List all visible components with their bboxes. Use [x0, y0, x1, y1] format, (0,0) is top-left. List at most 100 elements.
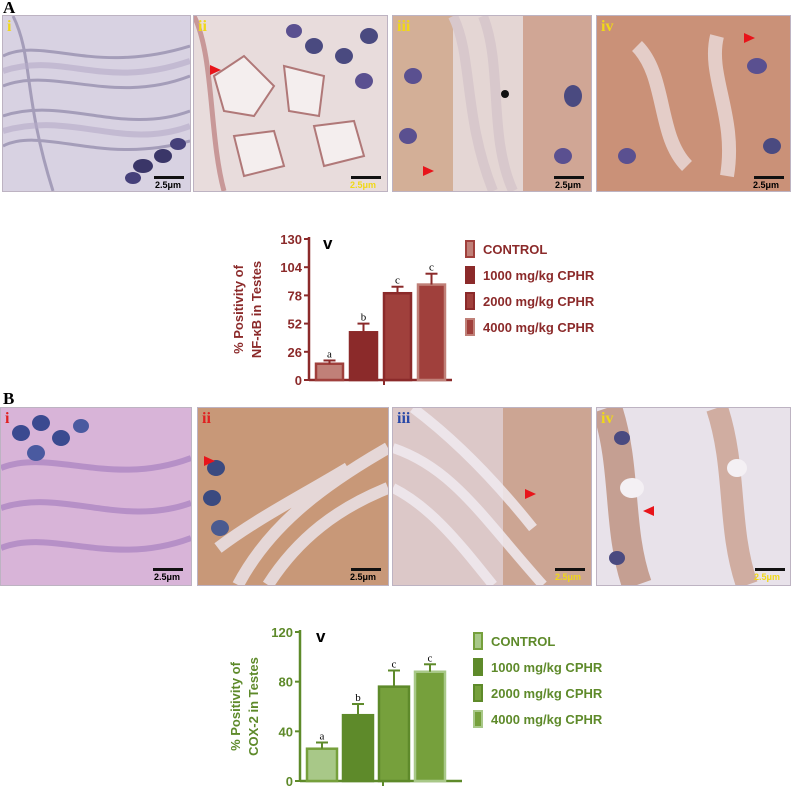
micrograph-a-iv-arrow — [744, 33, 755, 43]
y-tick-label: 52 — [288, 317, 302, 332]
micrograph-b-iv: iv 2.5μm — [596, 407, 791, 586]
micrograph-b-ii-numeral: ii — [202, 410, 211, 427]
y-axis-label-line-1: % Positivity of — [228, 661, 243, 751]
micrograph-a-iii-numeral: iii — [397, 18, 411, 35]
micrograph-a-iv-scalebar — [754, 176, 784, 179]
legend-swatch-2 — [473, 658, 483, 676]
y-axis-label: % Positivity of NF-κB in Testes — [231, 261, 264, 358]
micrograph-a-i-scalebar — [154, 176, 184, 179]
significance-label-1: a — [327, 348, 332, 360]
bar-1 — [305, 747, 339, 783]
legend-label-3: 2000 mg/kg CPHR — [491, 685, 603, 701]
legend-item-1: CONTROL — [473, 632, 555, 650]
micrograph-a-iii-scalebar — [554, 176, 584, 179]
micrograph-a-iii-image — [393, 16, 591, 191]
micrograph-b-iii-arrow — [525, 489, 536, 499]
micrograph-a-ii-scale-label: 2.5μm — [350, 180, 377, 190]
micrograph-b-iv-arrow — [643, 506, 654, 516]
micrograph-a-iv-image — [597, 16, 790, 191]
bar-3 — [377, 685, 411, 783]
micrograph-a-i-scale-label: 2.5μm — [155, 180, 182, 190]
legend-swatch-2 — [465, 266, 475, 284]
bar-4 — [413, 670, 447, 783]
micrograph-b-iii-scale-label: 2.5μm — [555, 572, 582, 582]
micrograph-b-iv-scalebar — [755, 568, 785, 571]
bar-3 — [382, 291, 413, 382]
micrograph-a-ii: ii 2.5μm — [193, 15, 388, 192]
significance-label-1: a — [320, 731, 325, 743]
significance-label-2: b — [355, 692, 361, 704]
y-tick-label: 78 — [288, 288, 302, 303]
micrograph-b-i-image — [1, 408, 191, 585]
micrograph-a-iv-numeral: iv — [601, 18, 614, 35]
legend-label-2: 1000 mg/kg CPHR — [491, 659, 603, 675]
legend-swatch-1 — [473, 632, 483, 650]
significance-label-3: c — [395, 275, 400, 287]
legend-item-4: 4000 mg/kg CPHR — [473, 710, 602, 728]
y-tick-label: 104 — [280, 260, 302, 275]
micrograph-b-iii-image — [393, 408, 591, 585]
chart-panel-label: v — [323, 234, 333, 253]
micrograph-b-ii-scale-label: 2.5μm — [350, 572, 377, 582]
micrograph-a-iii: iii 2.5μm — [392, 15, 592, 192]
legend-swatch-4 — [473, 710, 483, 728]
micrograph-b-ii-arrow — [204, 456, 215, 466]
micrograph-b-ii: ii 2.5μm — [197, 407, 389, 586]
micrograph-a-iv-scale-label: 2.5μm — [753, 180, 780, 190]
micrograph-b-iii: iii 2.5μm — [392, 407, 592, 586]
bar-1 — [314, 362, 345, 382]
nfkb-legend: CONTROL 1000 mg/kg CPHR 2000 mg/kg CPHR 400… — [465, 240, 665, 340]
y-tick-label: 80 — [279, 675, 293, 690]
legend-swatch-1 — [465, 240, 475, 258]
micrograph-a-iii-scale-label: 2.5μm — [555, 180, 582, 190]
legend-swatch-3 — [465, 292, 475, 310]
y-tick-label: 26 — [288, 345, 302, 360]
micrograph-b-iv-numeral: iv — [601, 410, 614, 427]
bar-4 — [416, 283, 447, 382]
y-tick-label: 0 — [295, 373, 302, 388]
micrograph-b-ii-image — [198, 408, 388, 585]
micrograph-a-i: i 2.5μm — [2, 15, 191, 192]
y-axis-label-line-1: % Positivity of — [231, 264, 246, 354]
y-axis-label: % Positivity of COX-2 in Testes — [228, 657, 261, 756]
legend-label-4: 4000 mg/kg CPHR — [491, 711, 603, 727]
legend-item-3: 2000 mg/kg CPHR — [465, 292, 594, 310]
micrograph-b-i: i 2.5μm — [0, 407, 192, 586]
legend-label-1: CONTROL — [491, 633, 556, 649]
y-tick-label: 130 — [280, 232, 302, 247]
micrograph-a-ii-image — [194, 16, 387, 191]
cox2-legend: CONTROL 1000 mg/kg CPHR 2000 mg/kg CPHR 400… — [473, 632, 673, 732]
micrograph-a-i-numeral: i — [7, 18, 12, 35]
micrograph-a-ii-numeral: ii — [198, 18, 207, 35]
y-tick-label: 120 — [271, 625, 293, 640]
legend-item-1: CONTROL — [465, 240, 547, 258]
micrograph-b-iv-image — [597, 408, 790, 585]
micrograph-b-iv-scale-label: 2.5μm — [754, 572, 781, 582]
significance-label-4: c — [428, 652, 433, 664]
bar-2 — [348, 331, 379, 382]
significance-label-3: c — [392, 658, 397, 670]
significance-label-4: c — [429, 262, 434, 274]
legend-item-4: 4000 mg/kg CPHR — [465, 318, 594, 336]
legend-swatch-4 — [465, 318, 475, 336]
panel-a-label: A — [3, 0, 16, 17]
micrograph-b-i-scalebar — [153, 568, 183, 571]
micrograph-b-i-numeral: i — [5, 410, 10, 427]
bar-2 — [341, 713, 375, 783]
micrograph-b-i-scale-label: 2.5μm — [154, 572, 181, 582]
micrograph-b-iii-scalebar — [555, 568, 585, 571]
legend-label-3: 2000 mg/kg CPHR — [483, 293, 595, 309]
y-axis-label-line-2: COX-2 in Testes — [246, 657, 261, 756]
chart-panel-label: v — [316, 627, 326, 646]
y-tick-label: 0 — [286, 774, 293, 788]
legend-item-2: 1000 mg/kg CPHR — [465, 266, 594, 284]
legend-label-2: 1000 mg/kg CPHR — [483, 267, 595, 283]
significance-label-2: b — [361, 312, 367, 324]
y-axis-label-line-2: NF-κB in Testes — [249, 261, 264, 358]
cox2-bar-chart: % Positivity of COX-2 in Testes 0 40 80 120 v a… — [228, 625, 462, 788]
legend-swatch-3 — [473, 684, 483, 702]
micrograph-a-iv: iv 2.5μm — [596, 15, 791, 192]
micrograph-b-iii-numeral: iii — [397, 410, 411, 427]
panel-b-label: B — [3, 389, 15, 408]
legend-label-4: 4000 mg/kg CPHR — [483, 319, 595, 335]
